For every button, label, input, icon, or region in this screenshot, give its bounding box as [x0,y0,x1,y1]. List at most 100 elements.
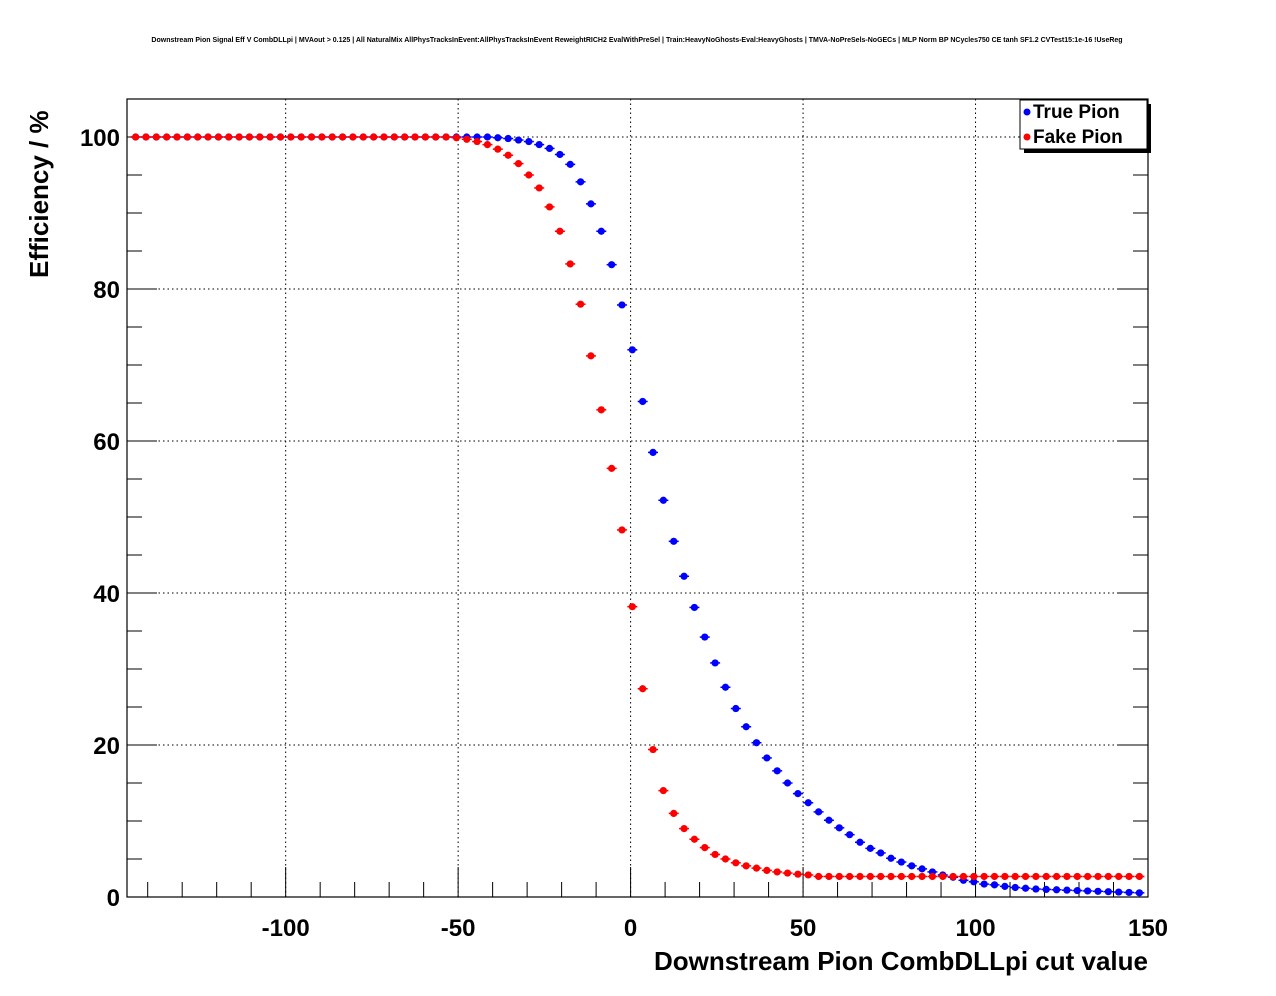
data-point [1135,872,1143,881]
data-point [504,151,512,159]
data-point [897,858,905,866]
data-point [783,779,792,787]
y-tick-label: 60 [93,429,120,456]
data-point [908,872,916,881]
data-point [473,137,481,146]
data-point [773,868,781,876]
data-point [1104,872,1112,881]
data-point [990,881,999,889]
data-point [514,160,523,168]
data-point [939,872,947,881]
plot-frame [126,98,1149,898]
data-point [835,824,843,832]
data-point [628,346,636,354]
data-point [752,739,761,747]
data-point [690,835,699,843]
data-point [576,300,585,308]
chart-title: Downstream Pion Signal Eff V CombDLLpi |… [151,37,1122,44]
x-tick-label: 50 [790,915,817,942]
data-point [132,133,140,141]
data-point [1042,885,1050,894]
data-point [897,872,905,881]
series-true-pion [130,133,1145,897]
data-point [535,184,543,192]
data-point [452,134,461,142]
tick-labels: -100 -50 0 50 100 150 0 20 40 60 80 100 [80,125,1168,942]
data-point [1011,872,1019,881]
data-point [680,572,688,580]
data-point [856,838,864,846]
x-tick-label: 100 [956,915,996,942]
data-point [1135,889,1143,897]
data-point [763,866,771,875]
legend-marker-fake-pion [1023,133,1031,141]
data-point [359,133,367,141]
y-tick-label: 80 [93,277,120,304]
data-point [411,133,419,141]
data-point [877,872,885,881]
data-point [763,754,771,762]
data-point [1073,886,1081,895]
data-point [887,854,895,862]
data-point [1052,886,1061,894]
data-point [814,808,823,816]
data-point [256,133,264,141]
data-point [597,406,605,414]
data-point [494,134,502,142]
data-point [804,871,812,879]
data-point [370,133,378,141]
data-point [794,790,802,798]
data-point [680,825,688,833]
data-point [742,862,750,870]
data-point [1094,872,1102,881]
data-point [587,352,595,360]
data-point [783,869,792,877]
data-point [618,526,626,534]
data-point [235,133,243,141]
data-point [1063,886,1071,894]
legend-label-true-pion: True Pion [1033,102,1120,123]
data-point [287,133,295,141]
data-point [649,448,657,456]
data-point [639,685,647,693]
data-point [970,872,978,881]
data-point [1115,888,1123,896]
data-point [980,880,988,888]
data-point [483,141,492,149]
data-point [1084,887,1092,895]
data-point [525,137,533,146]
data-point [825,816,833,824]
data-point [918,865,926,873]
data-point [701,633,709,641]
data-point [225,133,233,141]
data-point [380,133,388,141]
data-point [566,160,574,168]
x-tick-label: 0 [624,915,637,942]
y-tick-label: 100 [80,125,120,152]
data-point [1125,888,1133,897]
data-point [463,135,471,143]
data-point [701,844,709,852]
data-point [276,133,285,141]
data-point [421,133,429,141]
data-point [142,133,150,141]
data-point [959,872,968,881]
data-point [670,537,678,545]
data-point [608,464,616,472]
y-axis-label: Efficiency / % [24,110,54,278]
data-point [545,144,554,152]
data-point [328,133,336,141]
x-tick-label: -50 [441,915,476,942]
data-point [846,872,854,881]
data-point [556,150,564,159]
data-point [1084,872,1092,881]
data-point [928,872,937,881]
data-point [214,133,223,141]
grid [127,99,1148,897]
data-point [1115,872,1123,881]
data-point [804,799,812,807]
data-point [1021,884,1030,892]
series-fake-pion [130,133,1145,881]
data-point [163,133,171,141]
data-point [670,809,678,818]
